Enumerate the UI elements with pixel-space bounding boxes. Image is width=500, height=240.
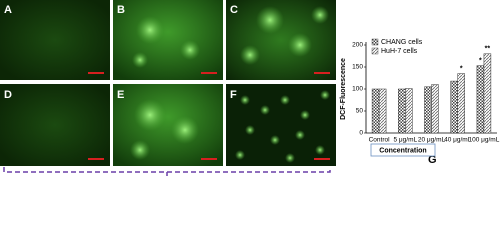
x-tick-label: 100 μg/mL (468, 137, 499, 144)
bracket (3, 167, 331, 176)
panel-labels: A B C D E F (4, 4, 238, 101)
panel-image (113, 84, 223, 166)
legend-label: HuH-7 cells (381, 48, 418, 55)
y-tick-label: 150 (352, 64, 363, 71)
x-label-box (370, 143, 436, 157)
x-tick-label: 20 μg/mL (418, 137, 446, 144)
bar (476, 65, 485, 134)
bar (405, 88, 413, 134)
bar (483, 53, 492, 134)
panel-label: B (117, 4, 125, 16)
bar (431, 84, 439, 134)
panel-label: C (230, 4, 238, 16)
panel-image (0, 0, 110, 80)
scale-bars (88, 72, 330, 160)
bar (424, 86, 432, 134)
x-tick-label: 40 μg/mL (444, 137, 472, 144)
bar (378, 88, 387, 134)
significance-mark: * (460, 65, 463, 72)
legend-swatch (371, 47, 379, 55)
panel-label: A (4, 4, 12, 16)
significance-mark: * (479, 58, 482, 65)
x-axis-label: Concentration (379, 147, 426, 154)
legend-swatch (371, 38, 379, 46)
micrograph-panels (0, 0, 336, 176)
panel-label: F (230, 89, 237, 101)
cell-signals (130, 6, 330, 163)
panel-image (113, 0, 223, 80)
y-tick-label: 200 (352, 42, 363, 49)
bar (371, 88, 380, 134)
x-tick-label: 5 μg/mL (393, 137, 417, 144)
bar (398, 88, 406, 134)
y-tick-label: 0 (359, 130, 363, 137)
y-tick-label: 50 (356, 108, 364, 115)
bar (457, 73, 465, 134)
x-tick-label: Control (369, 137, 391, 144)
figure: A B C D E F G 0 50 100 150 200 DCF-Fluorescence Con… (0, 0, 500, 176)
y-axis-label: DCF-Fluorescence (340, 58, 347, 120)
panel-label: D (4, 89, 12, 101)
significance-mark: ** (485, 46, 491, 53)
bar (450, 80, 458, 134)
figure-label: G (428, 154, 437, 166)
legend-label: CHANG cells (381, 39, 423, 46)
bar-chart: 0 50 100 150 200 DCF-Fluorescence Control 5 μg/… (340, 38, 500, 157)
panel-label: E (117, 89, 124, 101)
y-tick-label: 100 (352, 86, 363, 93)
panel-image (0, 84, 110, 166)
